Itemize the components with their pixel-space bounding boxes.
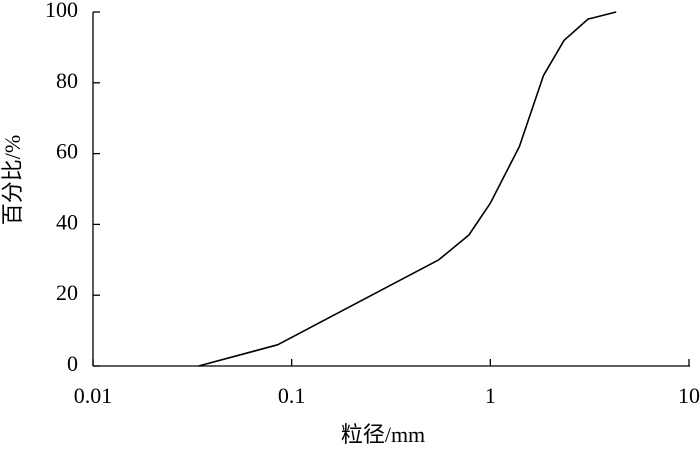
x-tick-label: 10 bbox=[678, 383, 700, 408]
data-line bbox=[198, 11, 617, 367]
x-axis-label: 粒径/mm bbox=[341, 422, 425, 447]
y-axis-label: 百分比/% bbox=[0, 135, 25, 225]
y-tick-label: 0 bbox=[67, 351, 78, 376]
x-tick-label: 0.01 bbox=[74, 383, 113, 408]
x-tick-label: 0.1 bbox=[278, 383, 306, 408]
y-tick-label: 60 bbox=[56, 139, 78, 164]
y-tick-label: 40 bbox=[56, 209, 78, 234]
y-tick-label: 100 bbox=[45, 0, 78, 22]
y-tick-label: 80 bbox=[56, 68, 78, 93]
x-tick-label: 1 bbox=[485, 383, 496, 408]
y-tick-label: 20 bbox=[56, 280, 78, 305]
